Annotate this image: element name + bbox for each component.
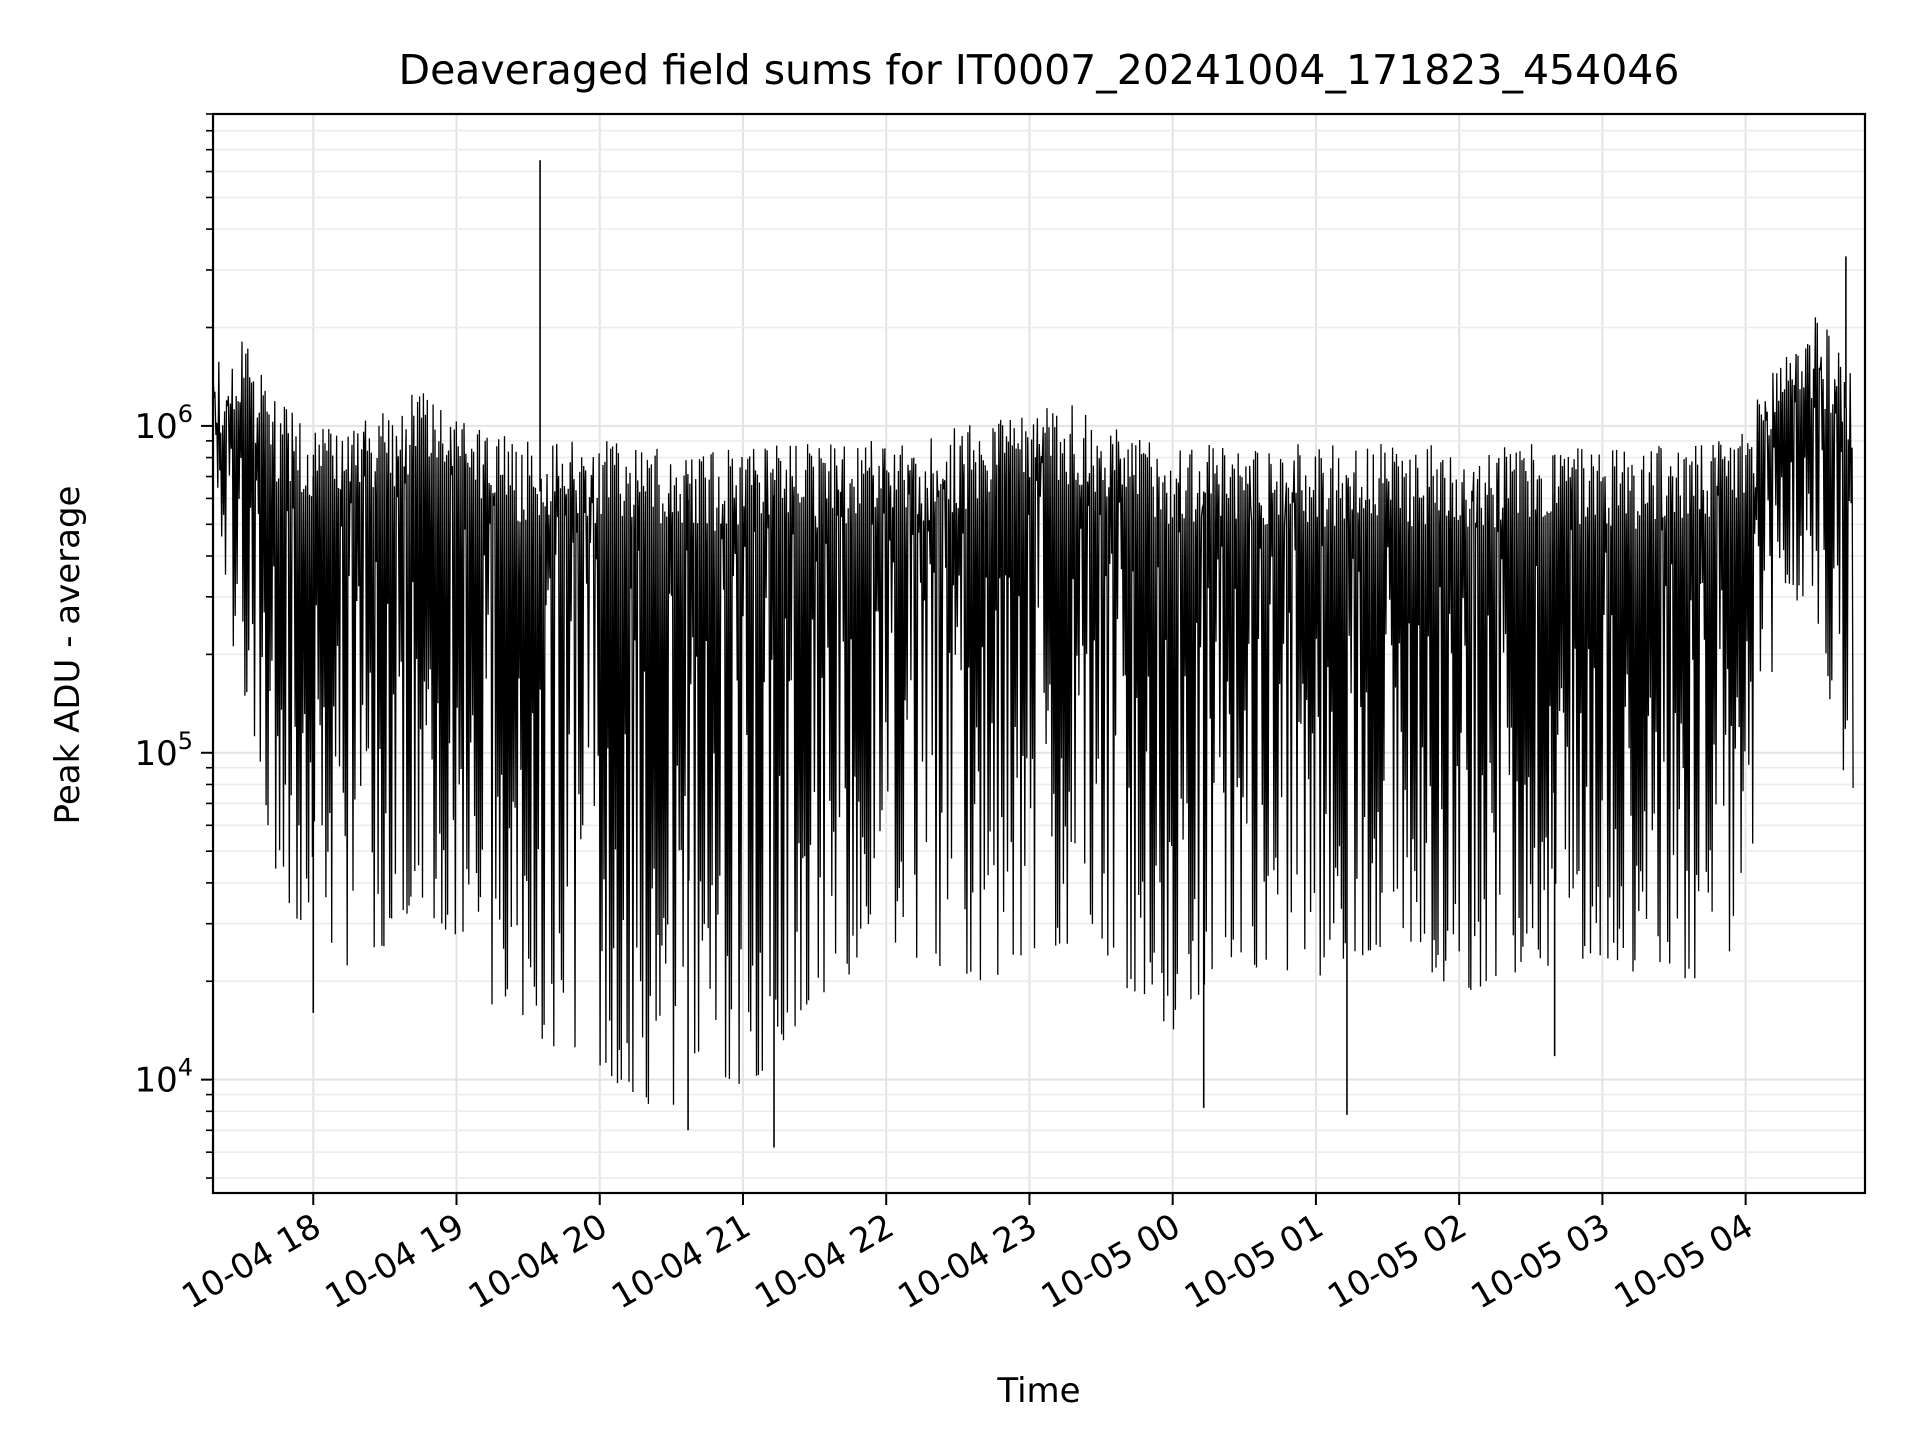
plot-frame: [211, 112, 1867, 1195]
y-tick-label: 104: [134, 1054, 193, 1101]
y-tick-label: 105: [134, 727, 193, 774]
y-axis-label: Peak ADU - average: [48, 486, 88, 825]
chart-title: Deaveraged field sums for IT0007_2024100…: [399, 46, 1680, 94]
data-series-line: [212, 317, 1854, 1105]
y-tick-layer: 104 105 106: [134, 113, 213, 1179]
x-axis-label: Time: [996, 1371, 1080, 1411]
plot-layer: [212, 160, 1854, 1148]
y-tick-label: 106: [134, 400, 193, 447]
